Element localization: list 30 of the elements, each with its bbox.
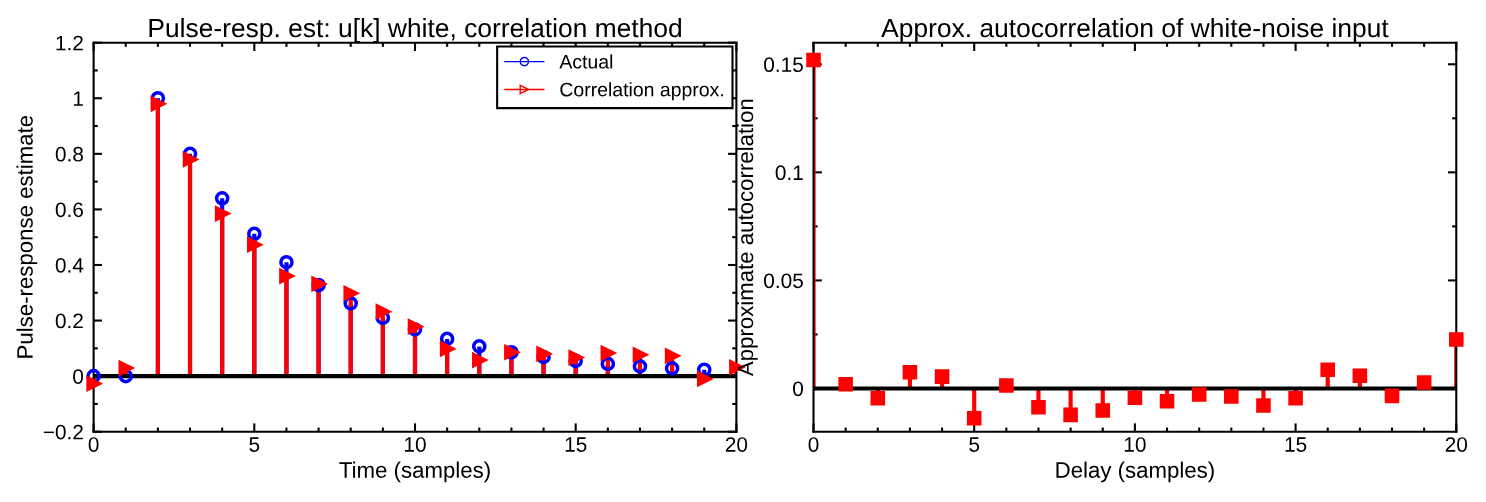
y-tick-label: 0.8 <box>55 146 83 162</box>
y-tick-label: 1.2 <box>56 35 83 51</box>
x-tick-label: 0 <box>88 437 99 452</box>
y-tick-label: 0.05 <box>764 273 803 289</box>
y-tick-label: 0.2 <box>55 313 83 329</box>
y-tick-label: 0.1 <box>775 165 803 181</box>
chart-title: Approx. autocorrelation of white-noise input <box>881 17 1389 43</box>
chart-title: Pulse-resp. est: u[k] white, correlation method <box>149 17 681 43</box>
x-tick-label: 0 <box>808 437 819 452</box>
x-axis-title: Delay (samples) <box>1056 461 1214 483</box>
y-tick-label: 0 <box>73 369 84 384</box>
y-tick-label: −0.2 <box>43 424 83 440</box>
y-tick-label: 0.4 <box>55 257 84 273</box>
legend-label: Actual <box>559 54 613 69</box>
x-tick-label: 15 <box>565 437 587 452</box>
x-tick-label: 5 <box>969 437 980 452</box>
y-tick-label: 1 <box>73 91 83 106</box>
x-tick-label: 15 <box>1285 437 1307 452</box>
y-tick-label: 0 <box>793 381 803 397</box>
x-tick-label: 5 <box>249 437 260 452</box>
x-axis-title: Time (samples) <box>339 461 490 483</box>
x-tick-label: 10 <box>1124 437 1146 452</box>
x-tick-label: 20 <box>1445 437 1468 452</box>
y-tick-label: 0.15 <box>764 57 803 73</box>
x-tick-label: 20 <box>725 437 748 452</box>
x-tick-label: 10 <box>405 437 426 452</box>
y-axis-title: Pulse-response estimate <box>16 115 38 358</box>
y-axis-title: Approximate autocorrelation <box>736 99 758 377</box>
y-tick-label: 0.6 <box>55 202 83 218</box>
legend-label: Correlation approx. <box>560 82 723 101</box>
